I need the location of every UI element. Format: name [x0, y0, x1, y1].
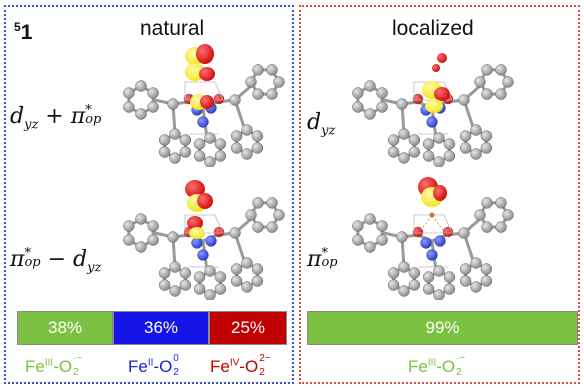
orbital-label-piop: π * op [307, 246, 338, 272]
bar-fe3-natural: 38% [17, 311, 113, 345]
natural-panel [4, 5, 294, 384]
molecule-graphic-top-right [352, 53, 514, 167]
legend-fe4-o2-dianion: FeIV-O 2− 2 [210, 352, 271, 378]
orbital-label-dyz-plus-piop: dyz + π * op [10, 103, 102, 133]
molecule-graphic-bottom-left [123, 180, 285, 300]
heading-natural: natural [140, 17, 205, 40]
orbital-label-piop-minus-dyz: π * op − dyz [10, 246, 102, 276]
legend-fe2-o2: FeII-O 0 2 [128, 352, 179, 378]
orbital-label-dyz: dyz [307, 110, 336, 139]
localized-panel [299, 5, 580, 384]
legend-fe3-o2-radical-localized: FeIII-O ·− 2 [408, 352, 466, 378]
bar-fe3-localized: 99% [307, 311, 578, 345]
bar-fe4-natural: 25% [209, 311, 287, 345]
heading-localized: localized [392, 17, 474, 40]
compound-label: 51 [14, 20, 33, 44]
bar-fe2-natural: 36% [113, 311, 209, 345]
molecule-graphic-bottom-right [352, 177, 514, 300]
legend-fe3-o2-radical: FeIII-O ·− 2 [25, 352, 83, 378]
molecule-graphic-top-left [123, 44, 285, 167]
